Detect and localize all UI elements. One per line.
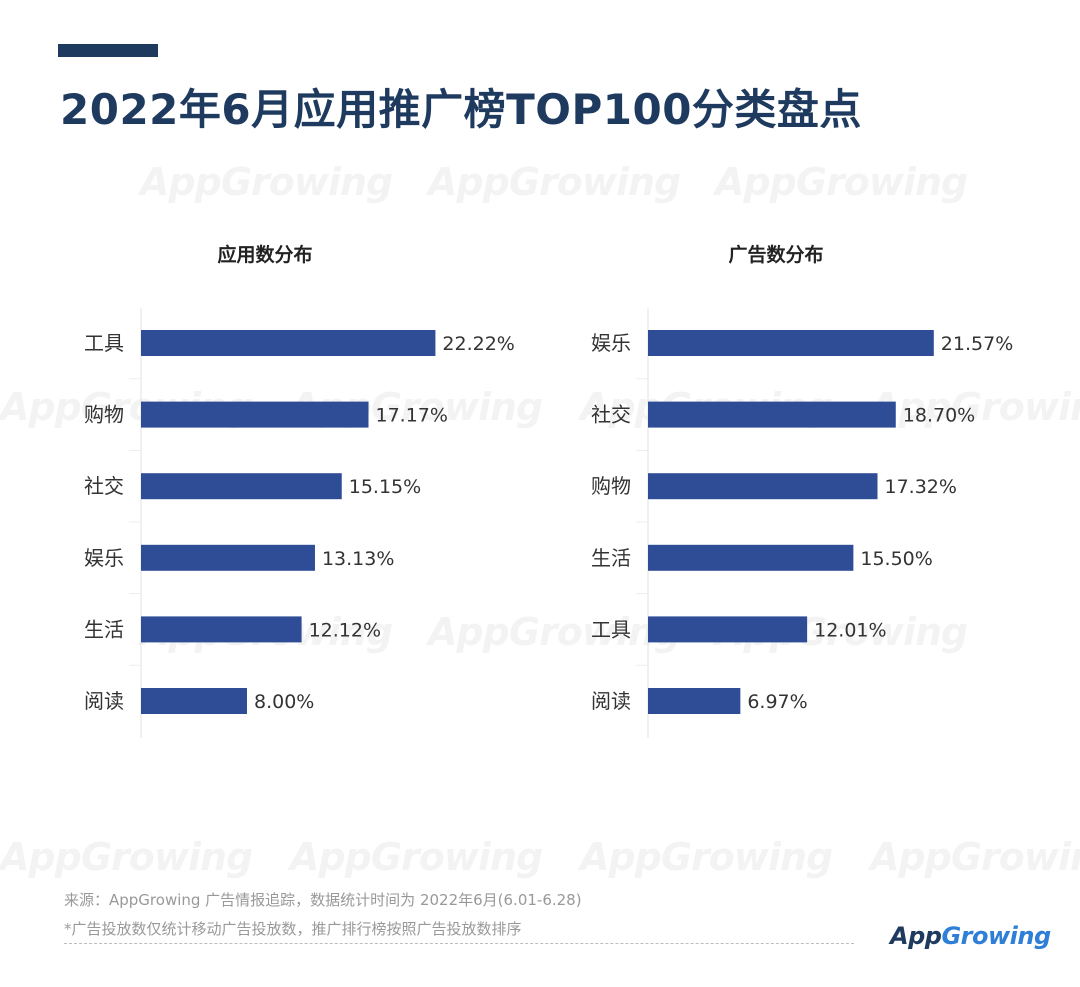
category-label: 生活 xyxy=(84,617,124,641)
bar xyxy=(141,688,247,714)
footer-note: *广告投放数仅统计移动广告投放数，推广排行榜按照广告投放数排序 xyxy=(64,920,522,938)
bar xyxy=(648,401,896,428)
watermark: AppGrowing xyxy=(140,160,393,204)
category-label: 工具 xyxy=(84,331,124,355)
bar xyxy=(648,473,878,500)
category-label: 娱乐 xyxy=(84,546,124,570)
watermark: AppGrowing xyxy=(428,160,681,204)
bar xyxy=(141,330,436,356)
category-label: 阅读 xyxy=(84,689,124,713)
bar xyxy=(141,544,315,571)
chart-title: 广告数分布 xyxy=(728,243,823,266)
category-label: 阅读 xyxy=(591,689,631,713)
category-label: 社交 xyxy=(591,403,631,427)
bar xyxy=(648,616,808,643)
data-label: 12.01% xyxy=(814,619,886,641)
data-label: 15.50% xyxy=(860,548,932,570)
watermark: AppGrowing xyxy=(0,835,253,879)
brand-logo-prefix: App xyxy=(890,922,942,950)
footer-source: 来源：AppGrowing 广告情报追踪，数据统计时间为 2022年6月(6.0… xyxy=(64,891,582,909)
category-label: 购物 xyxy=(591,474,631,498)
category-label: 生活 xyxy=(591,546,631,570)
data-label: 21.57% xyxy=(941,333,1013,355)
data-label: 22.22% xyxy=(442,333,514,355)
page-title: 2022年6月应用推广榜TOP100分类盘点 xyxy=(60,85,862,134)
bar xyxy=(141,473,342,500)
bar xyxy=(648,688,741,714)
data-label: 8.00% xyxy=(254,691,314,713)
bar xyxy=(648,330,934,356)
data-label: 6.97% xyxy=(747,691,807,713)
watermark: AppGrowing xyxy=(870,835,1080,879)
data-label: 18.70% xyxy=(903,405,975,427)
bar xyxy=(648,544,854,571)
watermark: AppGrowing xyxy=(580,835,833,879)
category-label: 购物 xyxy=(84,403,124,427)
title-accent-bar xyxy=(58,44,158,57)
data-label: 13.13% xyxy=(322,548,394,570)
category-label: 社交 xyxy=(84,474,124,498)
data-label: 12.12% xyxy=(309,619,381,641)
brand-logo: AppGrowing xyxy=(890,922,1051,950)
watermark: AppGrowing xyxy=(290,835,543,879)
bar xyxy=(141,616,302,643)
chart-title: 应用数分布 xyxy=(217,243,312,266)
brand-logo-suffix: Growing xyxy=(941,922,1051,950)
data-label: 15.15% xyxy=(349,476,421,498)
category-label: 娱乐 xyxy=(591,331,631,355)
category-label: 工具 xyxy=(591,617,631,641)
data-label: 17.17% xyxy=(376,405,448,427)
footer-divider xyxy=(64,943,854,944)
data-label: 17.32% xyxy=(884,476,956,498)
bar xyxy=(141,401,369,428)
watermark: AppGrowing xyxy=(715,160,968,204)
